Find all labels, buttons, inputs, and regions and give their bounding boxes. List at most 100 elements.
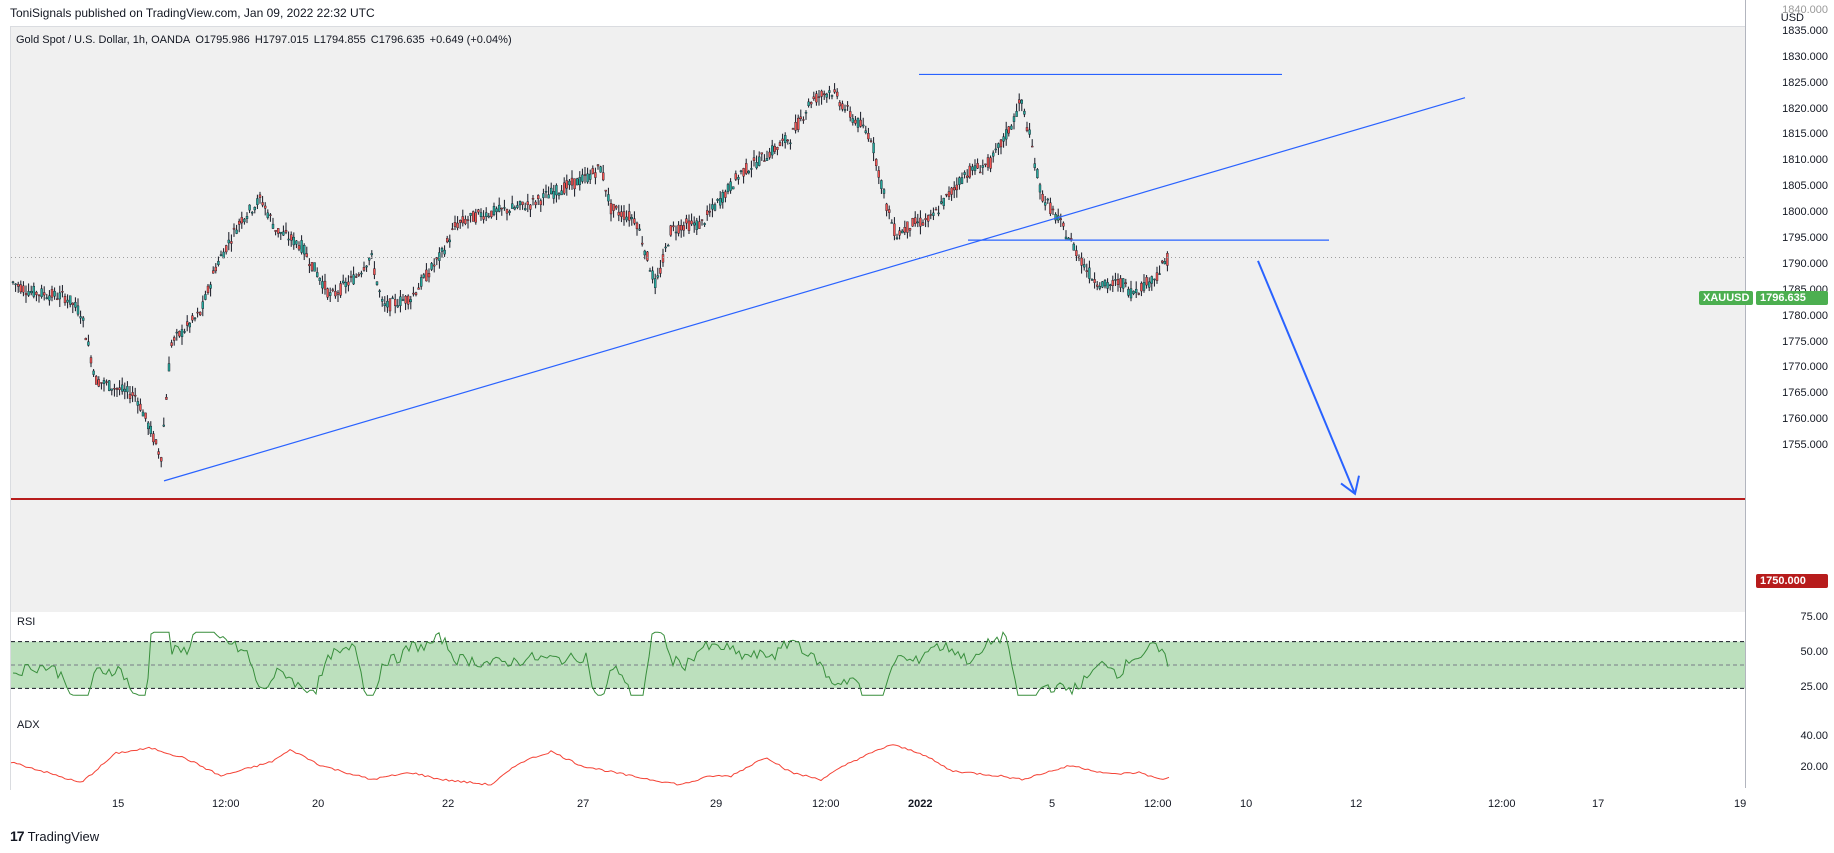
candle-body xyxy=(1140,283,1143,292)
candle-body xyxy=(763,160,766,162)
price-tick: 1820.000 xyxy=(1782,102,1828,115)
candle-body xyxy=(310,262,314,271)
candle-body xyxy=(290,234,293,241)
candle-body xyxy=(833,89,836,93)
candle-body xyxy=(568,180,571,186)
arrow-head-icon xyxy=(1340,475,1360,496)
candle-body xyxy=(331,289,334,291)
candle-body xyxy=(513,207,516,210)
price-axis[interactable]: 1840.000 USD 1835.000 1830.000 1825.000 182… xyxy=(1745,0,1834,788)
candle-body xyxy=(1012,116,1016,122)
tradingview-footer[interactable]: 17 TradingView xyxy=(10,828,99,844)
candle-body xyxy=(685,218,688,224)
candle-body xyxy=(193,317,197,320)
candle-body xyxy=(191,315,194,321)
candle-body xyxy=(487,215,490,218)
candle-body xyxy=(565,180,568,189)
candle-body xyxy=(1010,125,1013,130)
candle-body xyxy=(999,139,1003,148)
candle-body xyxy=(240,217,244,224)
currency-label[interactable]: USD xyxy=(1780,12,1804,24)
candle-body xyxy=(63,296,67,304)
candle-body xyxy=(776,147,779,150)
candle-body xyxy=(30,291,33,294)
candle-body xyxy=(1015,111,1018,117)
candle-body xyxy=(1108,284,1112,287)
candle-body xyxy=(404,295,407,304)
candle-body xyxy=(812,96,815,100)
candle-body xyxy=(739,170,743,173)
change-value: +0.649 (+0.04%) xyxy=(429,34,512,46)
candle-body xyxy=(934,208,938,211)
candle-body xyxy=(1059,218,1063,220)
rsi-chart-svg xyxy=(11,631,1755,696)
candle-body xyxy=(466,219,470,221)
candle-body xyxy=(318,277,321,281)
candle-body xyxy=(19,284,23,293)
candle-body xyxy=(381,299,384,302)
time-axis[interactable]: 15 12:00 20 22 27 29 12:00 2022 5 12:00 10 12 12:00 1… xyxy=(10,790,1755,820)
candle-body xyxy=(79,316,82,319)
candle-body xyxy=(84,338,88,341)
candle-body xyxy=(305,253,308,257)
candle-body xyxy=(399,296,402,306)
candle-body xyxy=(843,109,847,111)
candle-body xyxy=(1134,288,1138,294)
candle-body xyxy=(880,180,883,189)
candle-body xyxy=(469,212,472,216)
candle-body xyxy=(211,270,215,274)
price-tick: 1755.000 xyxy=(1782,439,1828,452)
candle-body xyxy=(802,119,805,121)
candle-body xyxy=(170,342,173,346)
candle-body xyxy=(690,220,693,225)
candle-body xyxy=(651,270,654,280)
candle-body xyxy=(479,212,483,218)
candle-body xyxy=(1082,264,1086,268)
candle-body xyxy=(74,301,77,308)
candle-body xyxy=(383,303,386,307)
candle-body xyxy=(1127,288,1130,296)
candle-body xyxy=(942,197,945,206)
candle-body xyxy=(342,280,345,284)
candle-body xyxy=(890,222,893,224)
candle-body xyxy=(167,363,171,372)
candle-body xyxy=(1095,284,1099,287)
candle-body xyxy=(237,220,241,225)
chart-area[interactable]: RSI ADX xyxy=(10,26,1756,814)
price-pane[interactable] xyxy=(10,26,1755,613)
candle-body xyxy=(279,231,282,234)
candle-body xyxy=(604,189,607,192)
candle-body xyxy=(797,117,800,130)
time-tick: 22 xyxy=(442,798,455,810)
candle-body xyxy=(916,221,919,224)
rsi-pane[interactable]: RSI xyxy=(10,612,1755,716)
symbol-tag: XAUUSD xyxy=(1699,291,1754,305)
candle-body xyxy=(386,300,389,308)
candle-body xyxy=(360,272,363,275)
candle-body xyxy=(224,245,228,253)
candle-body xyxy=(287,238,290,241)
time-tick: 12 xyxy=(1350,798,1363,810)
candle-body xyxy=(586,173,589,183)
candle-body xyxy=(433,264,436,267)
candle-body xyxy=(368,257,371,261)
candle-body xyxy=(113,388,116,390)
candle-body xyxy=(901,230,904,234)
projection-arrow xyxy=(1257,260,1356,495)
candle-body xyxy=(799,116,802,119)
candle-body xyxy=(1028,129,1031,135)
candle-body xyxy=(882,189,886,194)
candle-body xyxy=(1145,277,1148,286)
candle-body xyxy=(401,299,405,301)
symbol-legend[interactable]: Gold Spot / U.S. Dollar, 1h, OANDA O1795… xyxy=(16,34,514,46)
candle-body xyxy=(547,194,550,199)
candle-body xyxy=(344,282,347,287)
rsi-label: RSI xyxy=(17,616,36,628)
time-tick: 2022 xyxy=(908,798,933,810)
candle-body xyxy=(958,177,961,185)
candle-body xyxy=(578,177,581,186)
candle-body xyxy=(672,225,675,228)
candle-body xyxy=(175,331,179,334)
candle-body xyxy=(144,412,147,419)
candle-body xyxy=(846,105,849,107)
